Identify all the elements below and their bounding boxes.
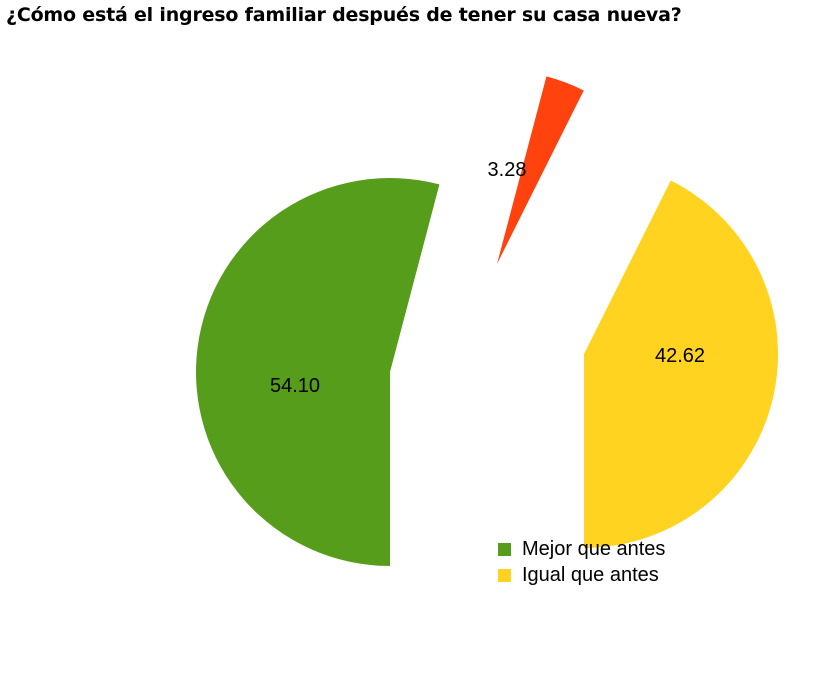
legend-swatch-mejor	[498, 543, 511, 556]
slice-igual	[584, 180, 778, 548]
legend-label-igual: Igual que antes	[522, 564, 659, 586]
slice-igual-value-label: 42.62	[655, 345, 705, 367]
legend-swatch-igual	[498, 569, 511, 582]
chart-title: ¿Cómo está el ingreso familiar después d…	[6, 4, 682, 26]
slice-peor-value-label: 3.28	[488, 159, 527, 181]
legend: Mejor que antes Igual que antes	[498, 538, 672, 590]
legend-item-igual: Igual que antes	[498, 564, 672, 586]
slice-mejor	[195, 177, 440, 567]
legend-item-mejor: Mejor que antes	[498, 538, 672, 560]
legend-label-mejor: Mejor que antes	[522, 538, 666, 560]
slice-peor	[497, 76, 584, 265]
slice-mejor-value-label: 54.10	[270, 375, 320, 397]
